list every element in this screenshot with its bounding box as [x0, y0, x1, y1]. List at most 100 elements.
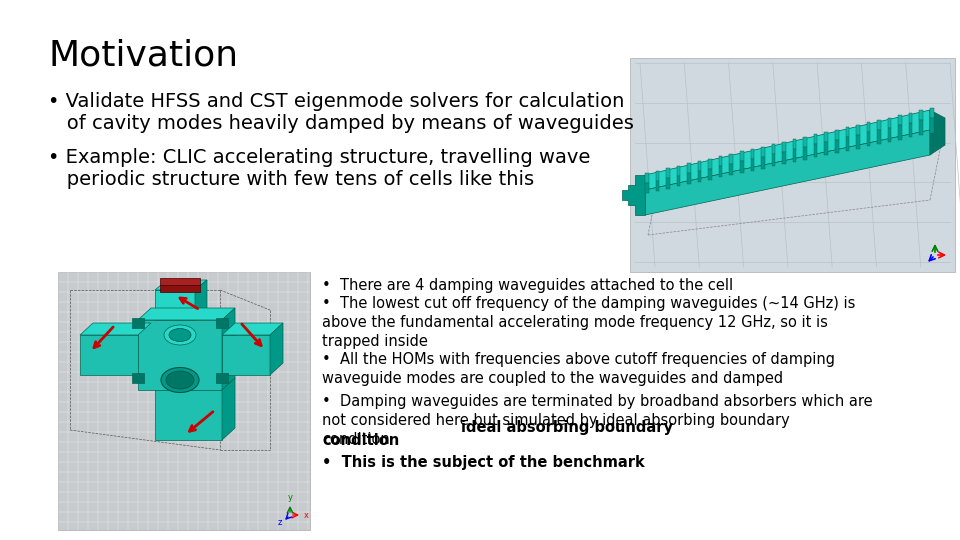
- Bar: [132, 318, 144, 328]
- Polygon shape: [920, 120, 923, 135]
- Polygon shape: [222, 335, 270, 375]
- Polygon shape: [761, 146, 765, 157]
- Polygon shape: [740, 161, 744, 173]
- Polygon shape: [877, 130, 880, 144]
- Polygon shape: [698, 161, 702, 171]
- Ellipse shape: [169, 328, 191, 341]
- Polygon shape: [856, 135, 859, 148]
- Text: x: x: [304, 510, 309, 519]
- Bar: [630, 58, 955, 272]
- Polygon shape: [930, 110, 945, 155]
- Polygon shape: [909, 113, 912, 123]
- Polygon shape: [677, 166, 681, 176]
- Polygon shape: [155, 280, 207, 290]
- Polygon shape: [846, 137, 849, 151]
- Polygon shape: [708, 159, 712, 168]
- Polygon shape: [698, 171, 702, 182]
- Polygon shape: [814, 145, 818, 158]
- Polygon shape: [138, 320, 222, 390]
- Polygon shape: [804, 137, 807, 147]
- Polygon shape: [782, 152, 786, 164]
- Text: •  There are 4 damping waveguides attached to the cell: • There are 4 damping waveguides attache…: [322, 278, 733, 293]
- Polygon shape: [80, 335, 138, 375]
- Polygon shape: [909, 123, 912, 138]
- Polygon shape: [687, 173, 691, 184]
- Polygon shape: [708, 168, 712, 180]
- Polygon shape: [730, 164, 733, 175]
- Polygon shape: [835, 130, 839, 140]
- Polygon shape: [846, 127, 849, 137]
- Polygon shape: [825, 142, 828, 155]
- Text: z: z: [277, 518, 282, 527]
- Bar: [216, 318, 228, 328]
- Text: •  Damping waveguides are terminated by broadband absorbers which are
not consid: • Damping waveguides are terminated by b…: [322, 394, 873, 448]
- Text: periodic structure with few tens of cells like this: periodic structure with few tens of cell…: [48, 170, 534, 189]
- Polygon shape: [772, 144, 776, 154]
- Text: •  This is the subject of the benchmark: • This is the subject of the benchmark: [322, 455, 645, 470]
- Polygon shape: [656, 180, 660, 191]
- Text: Motivation: Motivation: [48, 38, 238, 72]
- Polygon shape: [270, 323, 283, 375]
- Polygon shape: [645, 183, 649, 193]
- Polygon shape: [751, 159, 755, 171]
- Polygon shape: [740, 151, 744, 161]
- Ellipse shape: [161, 368, 199, 393]
- Polygon shape: [920, 110, 923, 120]
- Polygon shape: [80, 323, 151, 335]
- Polygon shape: [138, 308, 235, 320]
- Polygon shape: [930, 108, 933, 118]
- Polygon shape: [825, 132, 828, 142]
- Polygon shape: [666, 178, 670, 188]
- Polygon shape: [195, 280, 207, 320]
- Polygon shape: [645, 130, 930, 215]
- Polygon shape: [856, 125, 859, 135]
- Polygon shape: [877, 120, 880, 130]
- Polygon shape: [730, 154, 733, 164]
- Ellipse shape: [166, 371, 194, 389]
- Polygon shape: [719, 156, 723, 166]
- Bar: [58, 272, 310, 530]
- Polygon shape: [645, 110, 930, 190]
- Polygon shape: [160, 278, 200, 285]
- Polygon shape: [222, 323, 283, 335]
- Polygon shape: [687, 164, 691, 173]
- Polygon shape: [782, 141, 786, 152]
- Polygon shape: [751, 149, 755, 159]
- Polygon shape: [867, 123, 870, 132]
- Text: • Example: CLIC accelerating structure, travelling wave: • Example: CLIC accelerating structure, …: [48, 148, 590, 167]
- Polygon shape: [772, 154, 776, 166]
- Polygon shape: [835, 140, 839, 153]
- Polygon shape: [930, 118, 933, 133]
- Polygon shape: [867, 132, 870, 146]
- Polygon shape: [222, 378, 235, 440]
- Text: of cavity modes heavily damped by means of waveguides: of cavity modes heavily damped by means …: [48, 114, 634, 133]
- Polygon shape: [804, 147, 807, 160]
- Polygon shape: [761, 157, 765, 168]
- Polygon shape: [666, 168, 670, 178]
- Text: •  The lowest cut off frequency of the damping waveguides (~14 GHz) is
above the: • The lowest cut off frequency of the da…: [322, 296, 855, 349]
- Polygon shape: [888, 127, 891, 142]
- Bar: [216, 373, 228, 383]
- Text: •  All the HOMs with frequencies above cutoff frequencies of damping
waveguide m: • All the HOMs with frequencies above cu…: [322, 352, 835, 386]
- Text: y: y: [287, 493, 293, 502]
- Polygon shape: [155, 290, 195, 320]
- Text: • Validate HFSS and CST eigenmode solvers for calculation: • Validate HFSS and CST eigenmode solver…: [48, 92, 624, 111]
- Polygon shape: [656, 171, 660, 180]
- Ellipse shape: [164, 325, 196, 345]
- Polygon shape: [793, 149, 797, 162]
- Polygon shape: [677, 176, 681, 186]
- Polygon shape: [899, 115, 901, 125]
- Text: condition: condition: [322, 433, 399, 448]
- Polygon shape: [899, 125, 901, 140]
- Polygon shape: [719, 166, 723, 178]
- Text: ideal absorbing boundary: ideal absorbing boundary: [461, 420, 673, 435]
- Polygon shape: [155, 390, 222, 440]
- Polygon shape: [793, 139, 797, 149]
- Polygon shape: [645, 173, 649, 183]
- Polygon shape: [160, 285, 200, 292]
- Polygon shape: [622, 175, 645, 215]
- Bar: [132, 373, 144, 383]
- Polygon shape: [222, 308, 235, 390]
- Polygon shape: [888, 118, 891, 127]
- Polygon shape: [814, 134, 818, 145]
